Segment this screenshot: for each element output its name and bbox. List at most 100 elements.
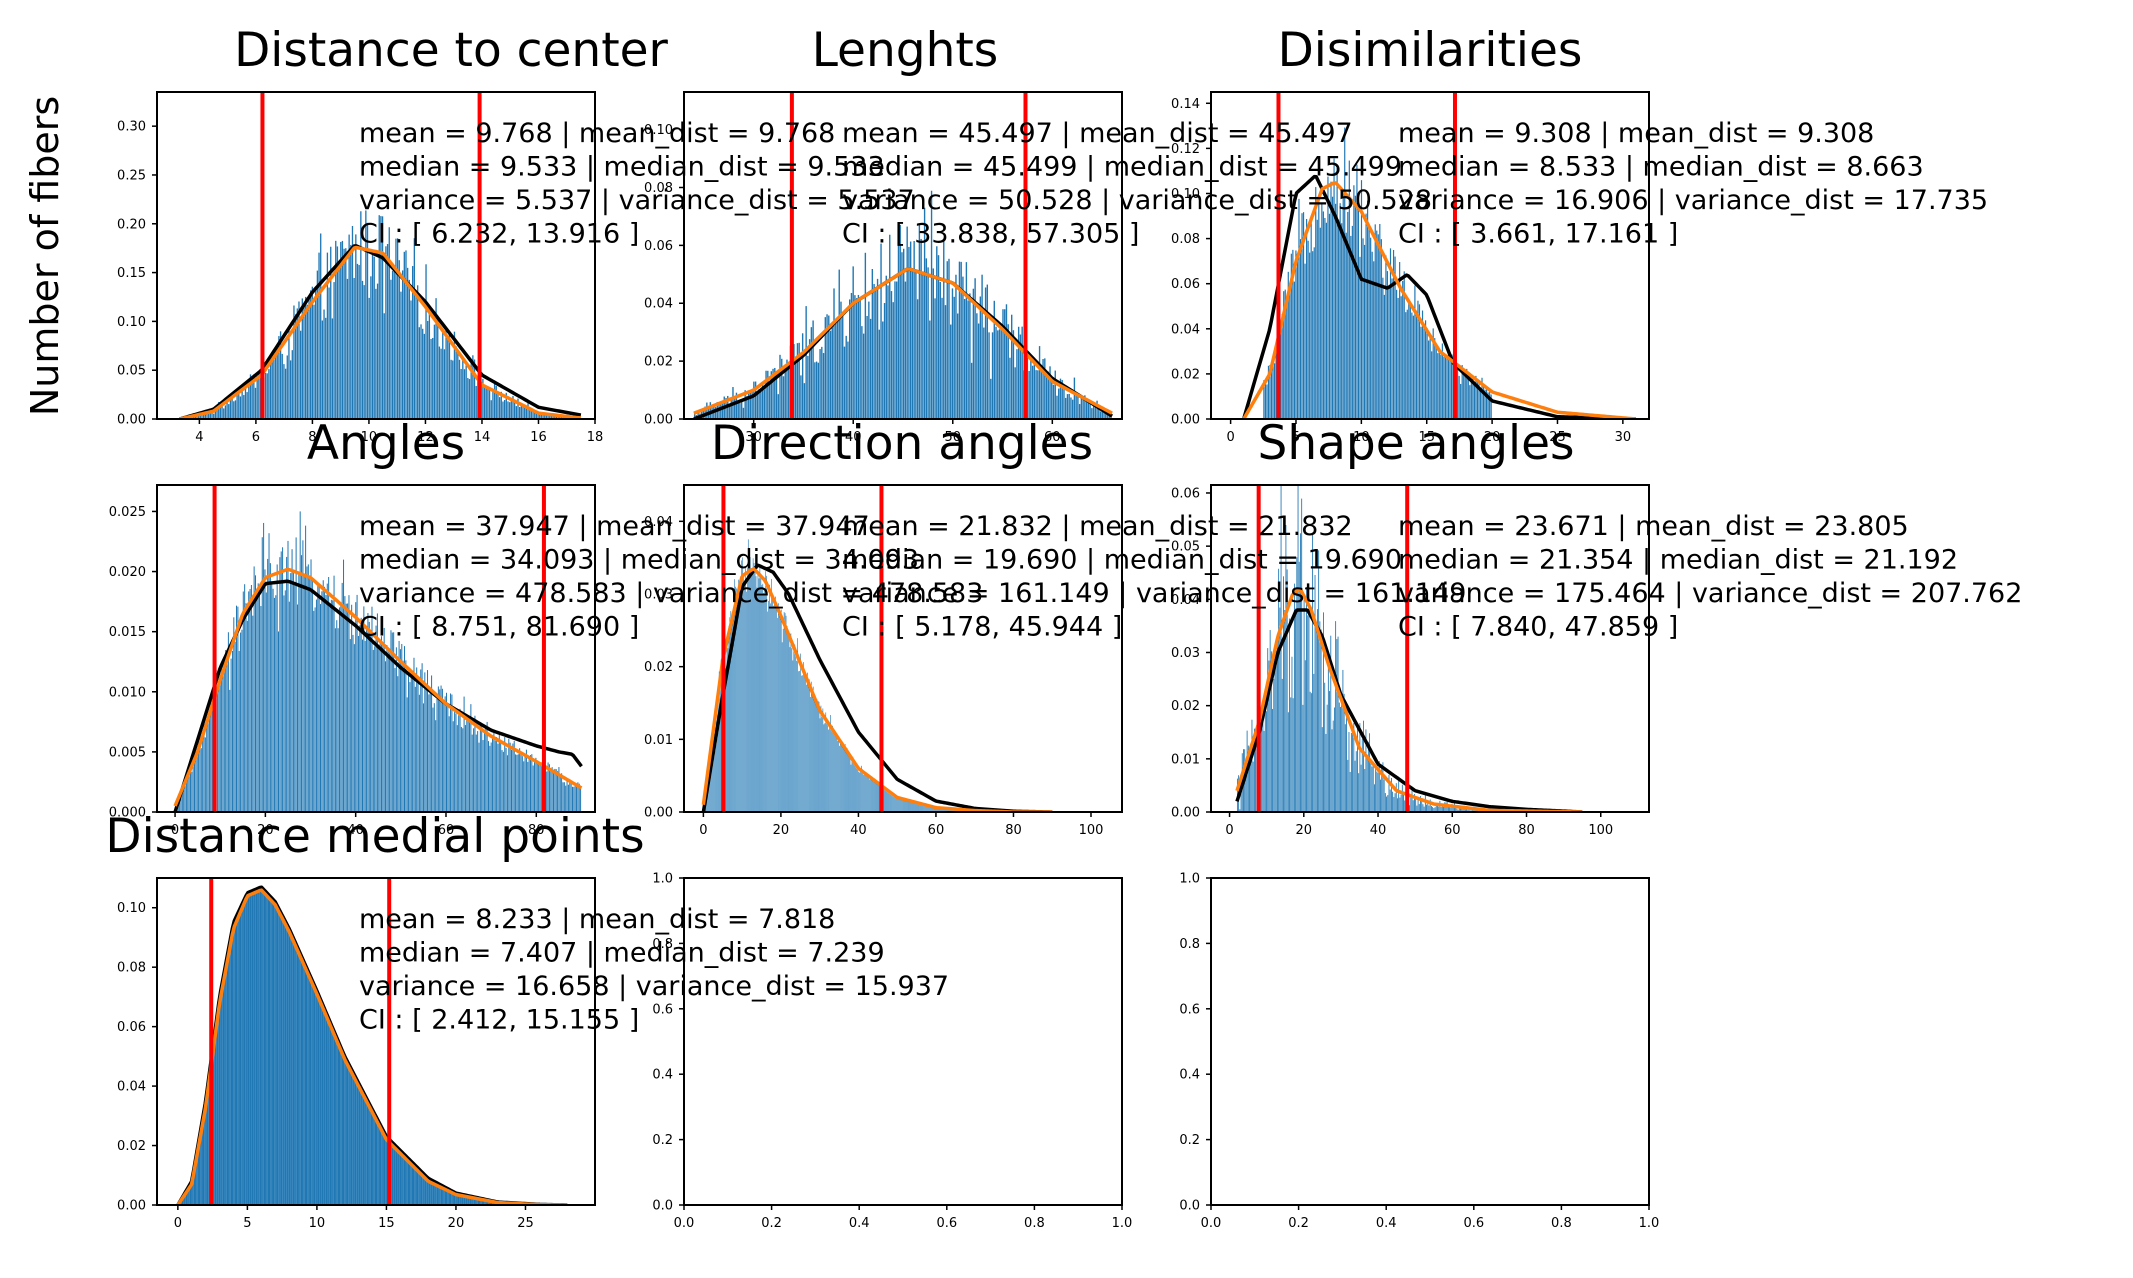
hist-bar (936, 807, 938, 812)
hist-bar (1012, 330, 1015, 419)
hist-bar (391, 632, 393, 812)
hist-bar (373, 256, 375, 419)
hist-bar (852, 266, 854, 419)
hist-bar (474, 715, 476, 812)
x-tick-label: 0.4 (1376, 1216, 1397, 1231)
hist-bar (1310, 217, 1312, 419)
hist-bar (1325, 222, 1328, 419)
hist-bar (453, 1192, 456, 1205)
hist-bar (901, 799, 902, 812)
hist-bar (1357, 196, 1360, 419)
hist-bar (745, 566, 746, 812)
hist-bar (1427, 802, 1429, 812)
stats-annotation: variance = 16.658 | variance_dist = 15.9… (359, 971, 949, 1002)
hist-bar (346, 1061, 349, 1205)
hist-bar (915, 272, 917, 419)
plot-area (1235, 485, 1583, 812)
hist-bar (340, 1047, 342, 1205)
hist-bar (804, 670, 805, 812)
hist-bar (958, 261, 961, 419)
hist-bar (740, 400, 743, 419)
hist-bar (314, 607, 316, 812)
hist-bar (471, 734, 473, 812)
hist-bar (310, 559, 312, 812)
hist-bar (540, 413, 543, 419)
hist-bar (729, 617, 731, 812)
y-tick-label: 0.06 (117, 1020, 146, 1035)
hist-bar (210, 699, 212, 812)
hist-bar (1094, 405, 1097, 419)
hist-bar (362, 639, 363, 812)
hist-bar (1251, 719, 1253, 812)
hist-bar (1291, 656, 1293, 812)
hist-bar (863, 774, 864, 812)
y-tick-label: 0.05 (1171, 540, 1200, 555)
hist-bar (274, 901, 276, 1205)
hist-bar (493, 731, 495, 812)
hist-bar (365, 1097, 367, 1205)
hist-bar (1312, 534, 1314, 812)
hist-bar (254, 889, 256, 1205)
stats-annotation: CI : [ 33.838, 57.305 ] (842, 219, 1139, 250)
hist-bar (1049, 366, 1051, 419)
hist-bar (234, 400, 237, 419)
hist-bar (794, 644, 796, 812)
hist-bar (202, 740, 204, 812)
hist-bar (501, 750, 503, 812)
hist-bar (442, 332, 444, 419)
hist-bar (554, 415, 556, 419)
hist-bar (461, 1194, 464, 1205)
hist-bar (899, 224, 901, 419)
hist-bar (909, 241, 912, 419)
x-tick-label: 20 (773, 823, 790, 838)
hist-bar (318, 252, 320, 419)
hist-bar (1247, 745, 1249, 812)
hist-bar (725, 668, 727, 812)
hist-bar (335, 1035, 337, 1205)
hist-bar (520, 753, 522, 812)
hist-bar (304, 964, 306, 1205)
hist-bar (250, 585, 252, 812)
hist-bar (269, 563, 271, 812)
hist-bar (282, 547, 284, 812)
stats-annotation: median = 7.407 | median_dist = 7.239 (359, 938, 885, 969)
hist-bar (927, 805, 928, 812)
hist-bar (539, 764, 541, 812)
hist-bar (833, 288, 835, 419)
hist-bar (943, 808, 945, 812)
hist-bar (1426, 804, 1427, 812)
x-tick-label: 1.0 (1639, 1216, 1660, 1231)
hist-bar (1089, 403, 1091, 419)
y-tick-label: 0.00 (644, 806, 673, 821)
hist-bar (934, 298, 936, 419)
hist-bar (447, 336, 449, 419)
hist-bar (1344, 724, 1346, 812)
hist-bar (1348, 732, 1350, 812)
hist-bar (321, 591, 323, 812)
hist-bar (383, 313, 385, 419)
hist-bar (1317, 609, 1318, 812)
hist-bar (525, 749, 527, 812)
hist-bar (1289, 618, 1290, 812)
hist-bar (883, 787, 885, 812)
y-tick-label: 0.025 (109, 505, 146, 520)
hist-bar (356, 1079, 358, 1205)
hist-bar (237, 913, 239, 1205)
hist-bar (1424, 795, 1426, 812)
hist-bar (440, 1185, 443, 1205)
titles-layer: Distance to center Lenghts DisimilaritiesA… (105, 23, 1582, 864)
hist-bar (276, 346, 278, 419)
x-tick-label: 0 (174, 1216, 182, 1231)
y-tick-label: 0.12 (1171, 142, 1200, 157)
hist-bar (1484, 389, 1486, 419)
hist-bar (422, 703, 424, 812)
hist-bar (524, 756, 526, 812)
hist-bar (211, 689, 213, 812)
hist-bar (770, 603, 771, 812)
hist-bar (192, 755, 194, 812)
x-tick-label: 8 (308, 430, 316, 445)
stats-annotation: mean = 8.233 | mean_dist = 7.818 (359, 904, 835, 935)
hist-bar (284, 590, 286, 812)
y-tick-label: 0.10 (117, 901, 146, 916)
hist-bar (497, 392, 499, 419)
